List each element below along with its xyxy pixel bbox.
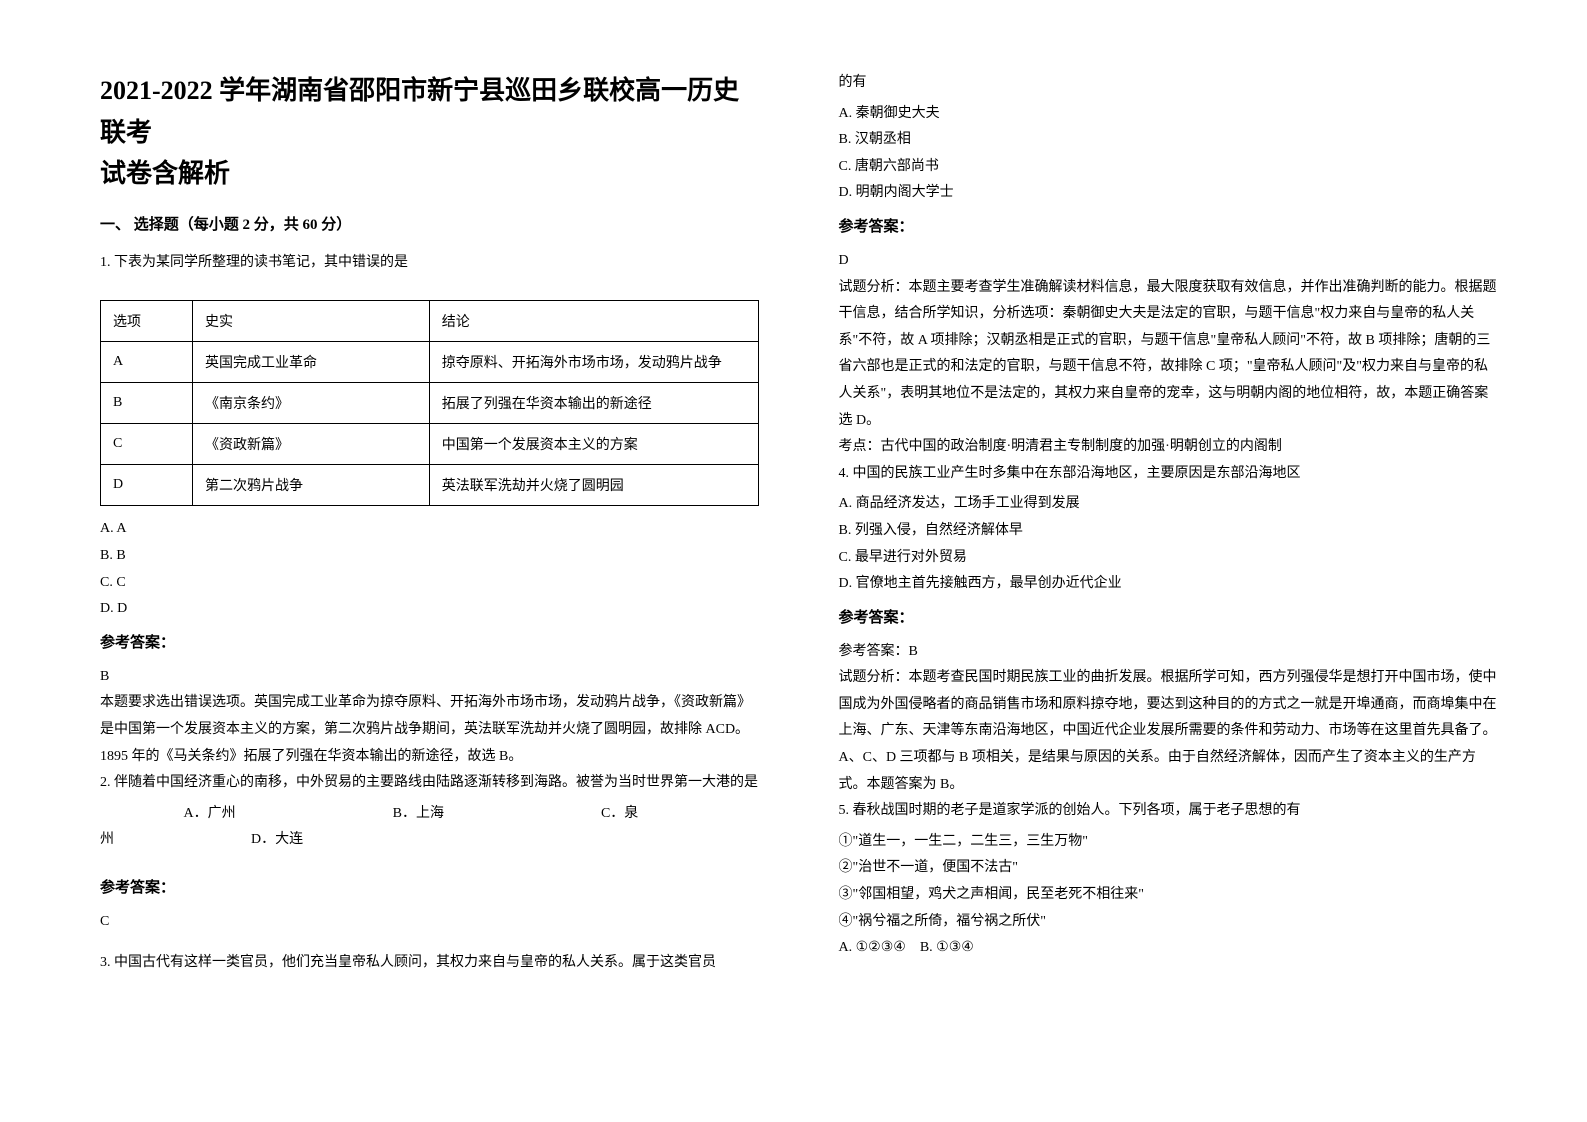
right-column: 的有 A. 秦朝御史大夫 B. 汉朝丞相 C. 唐朝六部尚书 D. 明朝内阁大学… [799,70,1498,1082]
table-cell: 《资政新篇》 [193,424,430,465]
exam-title: 2021-2022 学年湖南省邵阳市新宁县巡田乡联校高一历史联考 试卷含解析 [100,70,759,195]
q2-option-b: B．上海 [393,801,444,828]
table-row: A 英国完成工业革命 掠夺原料、开拓海外市场市场，发动鸦片战争 [101,342,759,383]
table-cell: B [101,383,193,424]
q5-item-4: ④"祸兮福之所倚，福兮祸之所伏" [839,909,1498,936]
q4-option-c: C. 最早进行对外贸易 [839,545,1498,572]
q3-stem-part2: 的有 [839,70,1498,97]
q2-option-a: A．广州 [184,801,236,828]
q4-option-b: B. 列强入侵，自然经济解体早 [839,518,1498,545]
table-row: B 《南京条约》 拓展了列强在华资本输出的新途径 [101,383,759,424]
table-row: D 第二次鸦片战争 英法联军洗劫并火烧了圆明园 [101,465,759,506]
spacer [100,936,759,950]
q1-stem: 1. 下表为某同学所整理的读书笔记，其中错误的是 [100,250,759,277]
section-1-heading: 一、 选择题（每小题 2 分，共 60 分） [100,213,759,234]
title-line-1: 2021-2022 学年湖南省邵阳市新宁县巡田乡联校高一历史联考 [100,70,759,153]
table-cell: 中国第一个发展资本主义的方案 [429,424,758,465]
q3-answer-label: 参考答案： [839,215,1498,236]
q2-answer-label: 参考答案： [100,876,759,897]
table-cell: 英国完成工业革命 [193,342,430,383]
q2-options-line-1: A．广州 B．上海 C．泉 [100,801,759,828]
left-column: 2021-2022 学年湖南省邵阳市新宁县巡田乡联校高一历史联考 试卷含解析 一… [100,70,799,1082]
q1-option-d: D. D [100,596,759,623]
q3-option-c: C. 唐朝六部尚书 [839,154,1498,181]
q4-answer-label: 参考答案： [839,606,1498,627]
q1-answer-key: B [100,664,759,691]
q1-table: 选项 史实 结论 A 英国完成工业革命 掠夺原料、开拓海外市场市场，发动鸦片战争… [100,300,759,506]
q3-stem-part1: 3. 中国古代有这样一类官员，他们充当皇帝私人顾问，其权力来自与皇帝的私人关系。… [100,950,759,977]
q2-stem: 2. 伴随着中国经济重心的南移，中外贸易的主要路线由陆路逐渐转移到海路。被誉为当… [100,770,759,797]
q2-answer-key: C [100,909,759,936]
q5-options: A. ①②③④ B. ①③④ [839,935,1498,962]
table-row: 选项 史实 结论 [101,301,759,342]
q3-option-a: A. 秦朝御史大夫 [839,101,1498,128]
q3-option-b: B. 汉朝丞相 [839,127,1498,154]
table-row: C 《资政新篇》 中国第一个发展资本主义的方案 [101,424,759,465]
q4-explanation: 试题分析：本题考查民国时期民族工业的曲折发展。根据所学可知，西方列强侵华是想打开… [839,665,1498,798]
q2-option-c: C．泉 [601,801,638,828]
spacer [100,854,759,868]
q5-stem: 5. 春秋战国时期的老子是道家学派的创始人。下列各项，属于老子思想的有 [839,798,1498,825]
q3-answer-key: D [839,248,1498,275]
title-line-2: 试卷含解析 [100,153,759,195]
table-cell: 拓展了列强在华资本输出的新途径 [429,383,758,424]
table-cell: 选项 [101,301,193,342]
table-cell: D [101,465,193,506]
q2-option-c-cont: 州 [100,827,114,854]
table-cell: 《南京条约》 [193,383,430,424]
q1-answer-label: 参考答案： [100,631,759,652]
q1-option-a: A. A [100,516,759,543]
q1-option-b: B. B [100,543,759,570]
table-cell: 结论 [429,301,758,342]
table-cell: 英法联军洗劫并火烧了圆明园 [429,465,758,506]
q3-option-d: D. 明朝内阁大学士 [839,180,1498,207]
table-cell: 第二次鸦片战争 [193,465,430,506]
q5-item-2: ②"治世不一道，便国不法古" [839,855,1498,882]
q4-answer-key: 参考答案：B [839,639,1498,666]
q5-item-1: ①"道生一，一生二，二生三，三生万物" [839,829,1498,856]
q4-option-d: D. 官僚地主首先接触西方，最早创办近代企业 [839,571,1498,598]
spacer [839,240,1498,248]
q1-explanation: 本题要求选出错误选项。英国完成工业革命为掠夺原料、开拓海外市场市场，发动鸦片战争… [100,690,759,770]
q2-options-line-2: 州 D．大连 [100,827,759,854]
q3-kaodian: 考点：古代中国的政治制度·明清君主专制制度的加强·明朝创立的内阁制 [839,434,1498,461]
spacer [100,656,759,664]
table-cell: C [101,424,193,465]
spacer [839,631,1498,639]
table-cell: 掠夺原料、开拓海外市场市场，发动鸦片战争 [429,342,758,383]
q5-item-3: ③"邻国相望，鸡犬之声相闻，民至老死不相往来" [839,882,1498,909]
q3-explanation: 试题分析：本题主要考查学生准确解读材料信息，最大限度获取有效信息，并作出准确判断… [839,275,1498,435]
table-cell: A [101,342,193,383]
spacer [100,901,759,909]
q1-option-c: C. C [100,570,759,597]
table-cell: 史实 [193,301,430,342]
q2-option-d: D．大连 [251,827,303,854]
q4-option-a: A. 商品经济发达，工场手工业得到发展 [839,491,1498,518]
q4-stem: 4. 中国的民族工业产生时多集中在东部沿海地区，主要原因是东部沿海地区 [839,461,1498,488]
